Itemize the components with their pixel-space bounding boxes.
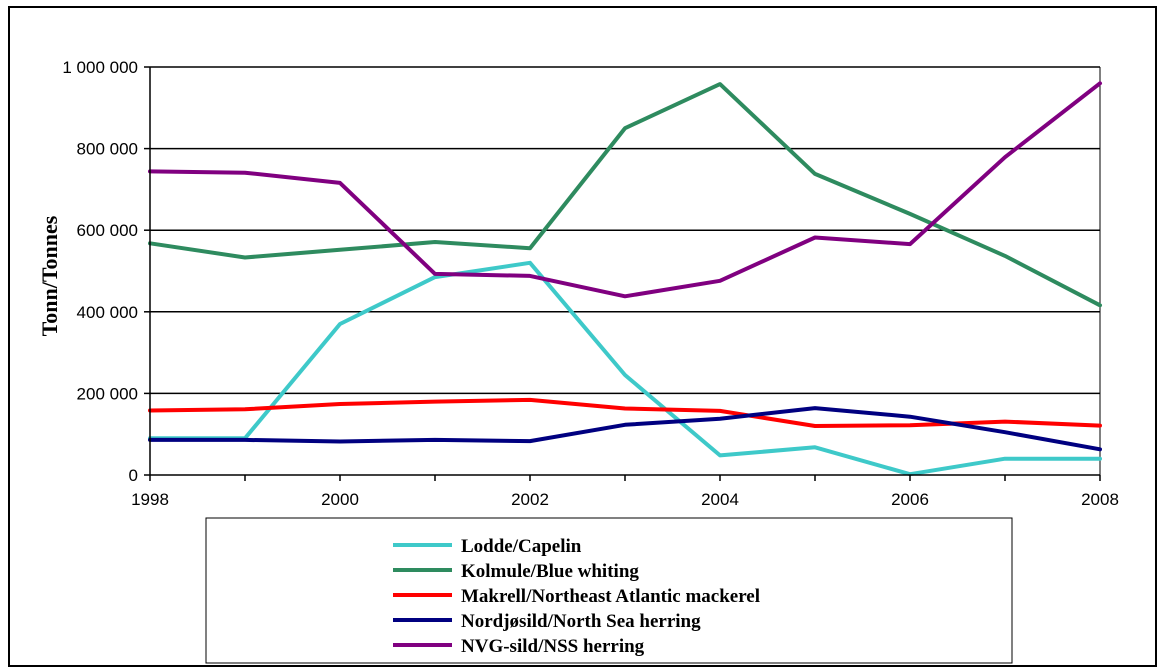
series-line-0 bbox=[148, 260, 1102, 477]
legend-label: NVG-sild/NSS herring bbox=[461, 636, 645, 657]
legend-label: Nordjøsild/North Sea herring bbox=[461, 611, 701, 632]
legend-label: Makrell/Northeast Atlantic mackerel bbox=[461, 586, 760, 607]
y-tick-label: 200 000 bbox=[77, 384, 138, 403]
series-line-4 bbox=[148, 81, 1102, 299]
y-tick-label: 0 bbox=[129, 466, 138, 485]
legend-box bbox=[205, 517, 1013, 664]
series-line-1 bbox=[148, 82, 1102, 308]
series-layer bbox=[148, 81, 1102, 477]
legend: Lodde/Capelin Kolmule/Blue whiting Makrell… bbox=[205, 517, 1013, 664]
y-tick-label: 400 000 bbox=[77, 303, 138, 322]
series-line-2 bbox=[148, 397, 1102, 428]
y-axis-label: Tonn/Tonnes bbox=[37, 215, 62, 336]
x-tick-label: 2000 bbox=[321, 490, 359, 509]
series-line-3 bbox=[148, 406, 1102, 452]
x-tick-label: 2002 bbox=[511, 490, 549, 509]
line-chart: 0 200 000 400 000 600 000 800 000 1 000 000 1… bbox=[37, 58, 1119, 664]
y-tick-label: 800 000 bbox=[77, 140, 138, 159]
legend-label: Lodde/Capelin bbox=[461, 536, 582, 557]
y-tick-label: 1 000 000 bbox=[62, 58, 138, 77]
y-tick-labels: 0 200 000 400 000 600 000 800 000 1 000 000 bbox=[62, 58, 138, 485]
x-tick-label: 2004 bbox=[701, 490, 739, 509]
chart-frame: 0 200 000 400 000 600 000 800 000 1 000 000 1… bbox=[8, 6, 1157, 667]
axes bbox=[144, 66, 1101, 481]
x-tick-label: 1998 bbox=[131, 490, 169, 509]
x-tick-label: 2006 bbox=[891, 490, 929, 509]
gridlines bbox=[150, 66, 1100, 395]
x-tick-label: 2008 bbox=[1081, 490, 1119, 509]
x-tick-labels: 1998 2000 2002 2004 2006 2008 bbox=[131, 490, 1119, 509]
legend-label: Kolmule/Blue whiting bbox=[461, 561, 639, 582]
y-tick-label: 600 000 bbox=[77, 221, 138, 240]
